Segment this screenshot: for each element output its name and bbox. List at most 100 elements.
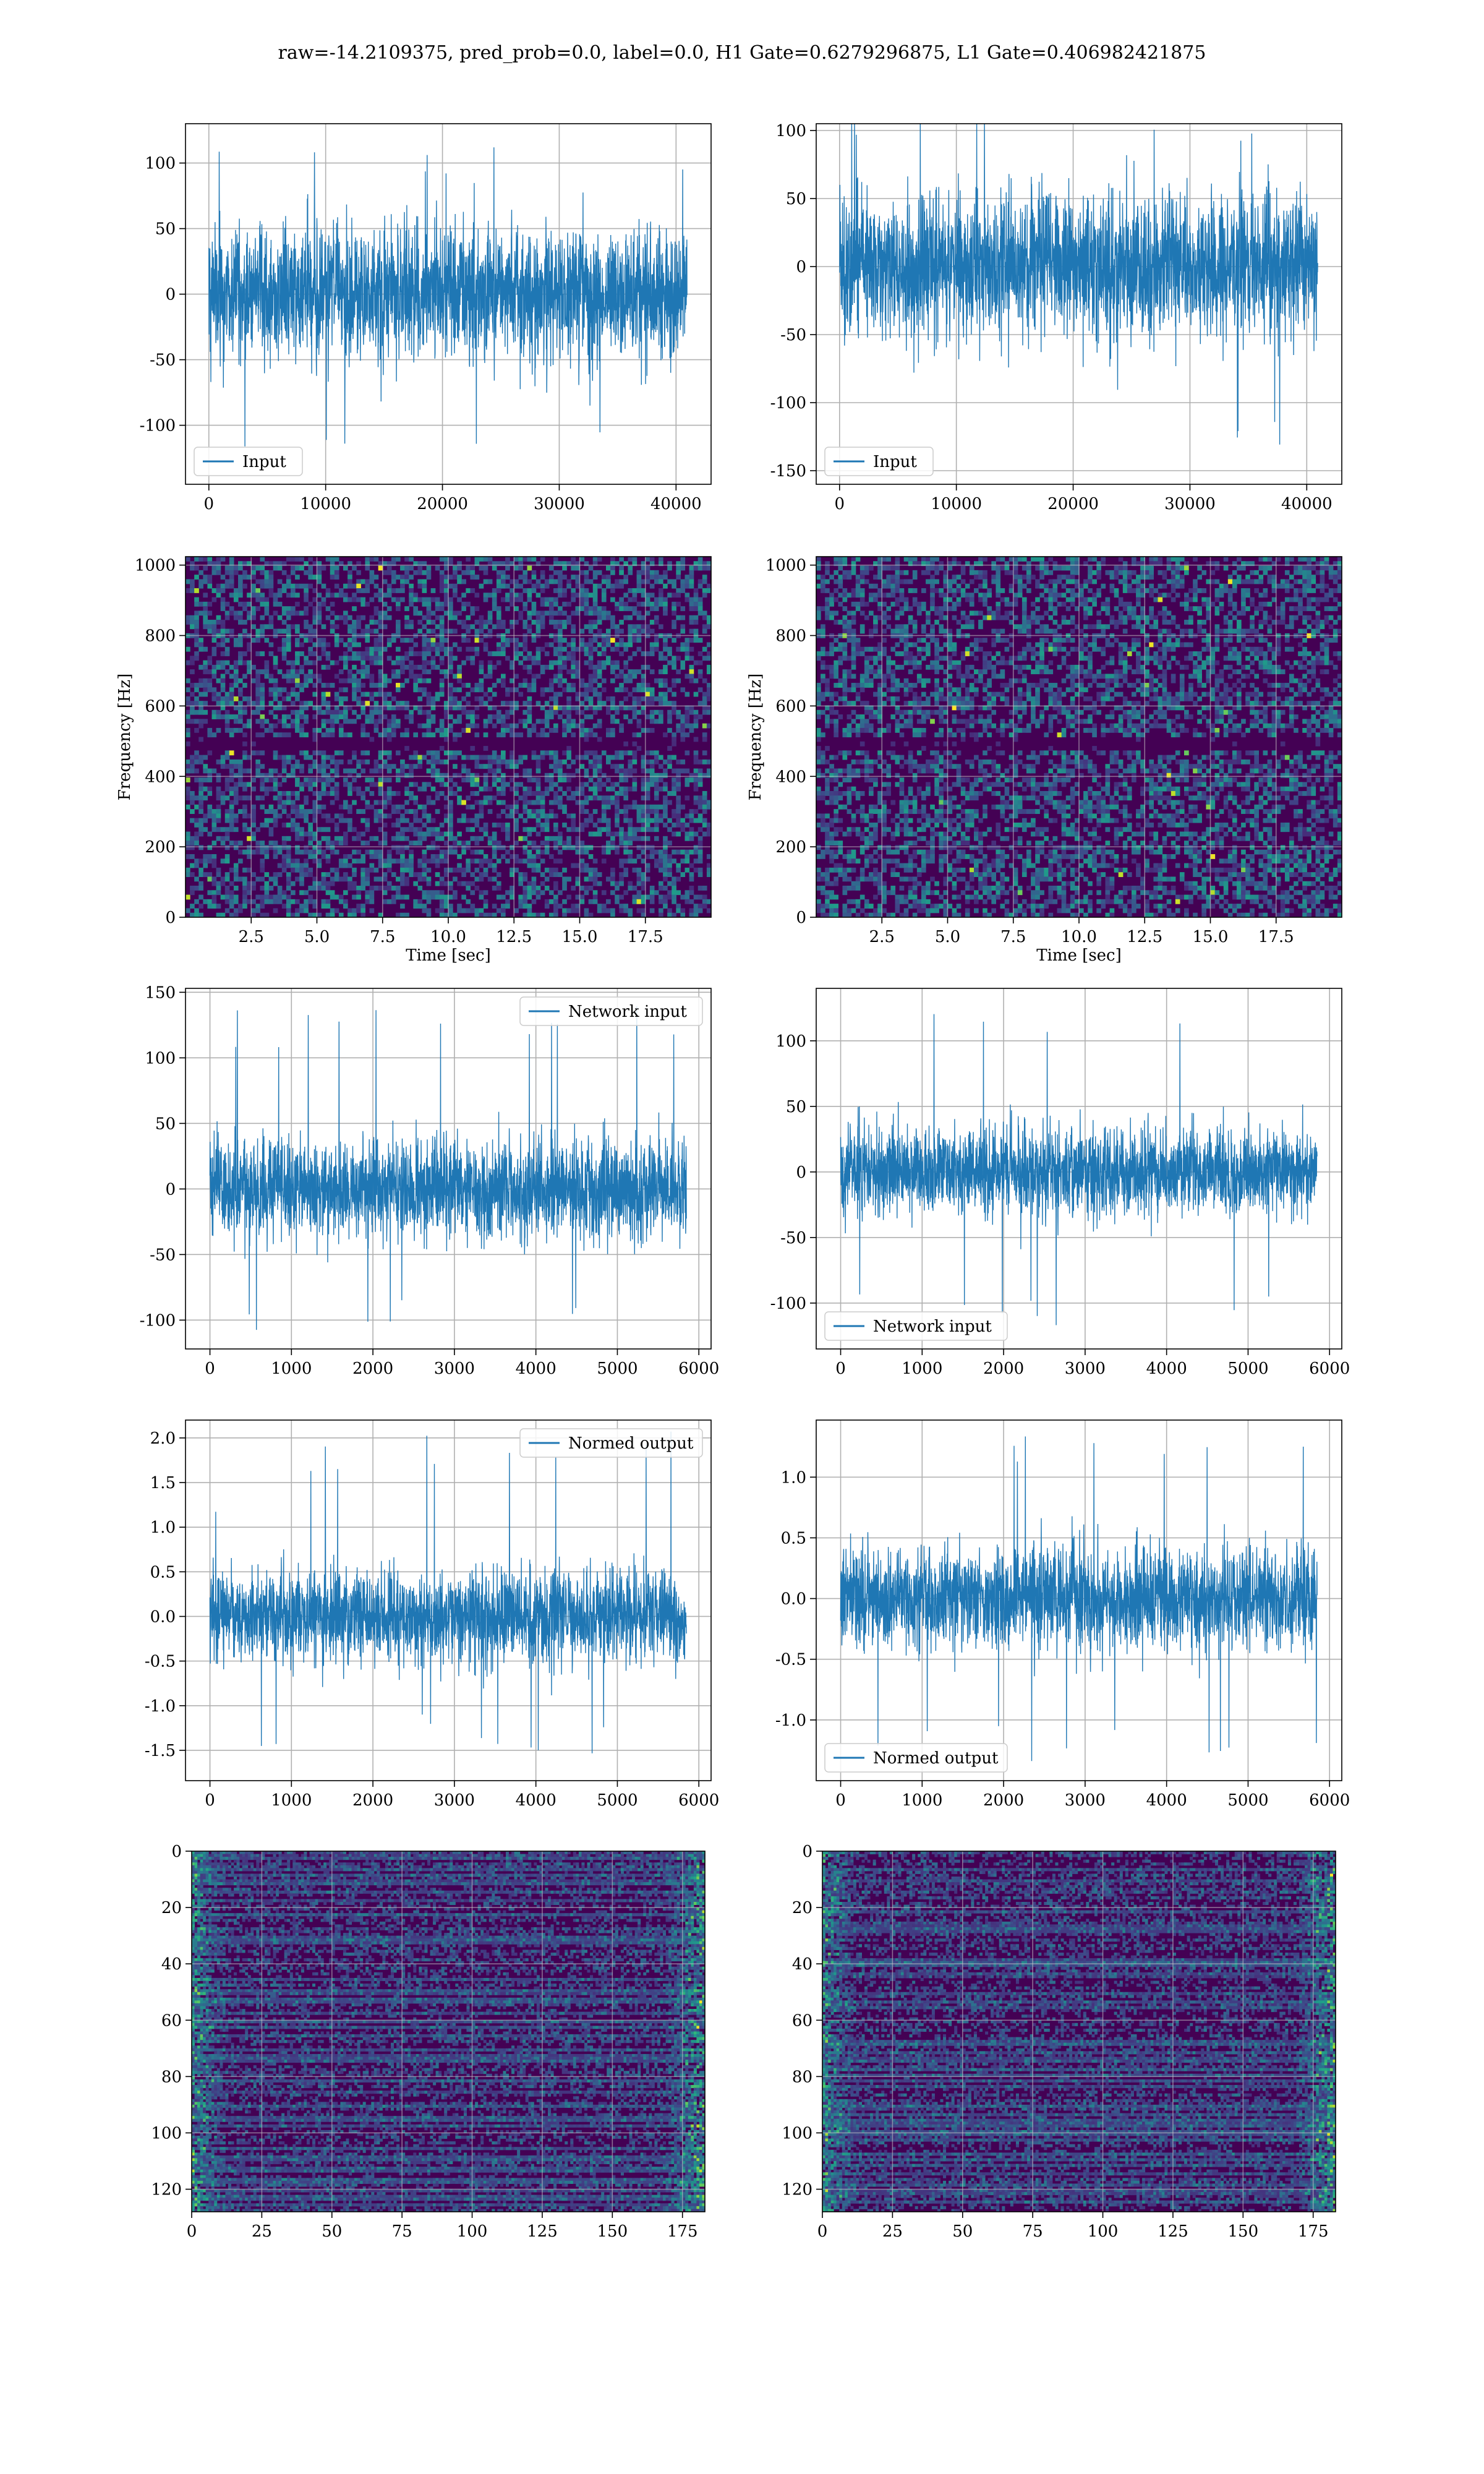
y-tick-label: 0	[796, 1163, 806, 1182]
x-tick-label: 40000	[650, 495, 702, 513]
x-tick-label: 50	[322, 2222, 342, 2241]
x-tick-label: 7.5	[1000, 928, 1026, 946]
x-tick-label: 0	[205, 1359, 215, 1378]
y-tick-label: 0	[165, 1180, 176, 1199]
y-tick-label: 100	[151, 2124, 182, 2142]
y-tick-label: -50	[150, 351, 176, 370]
y-tick-label: -100	[770, 394, 806, 413]
x-tick-label: 3000	[1065, 1791, 1106, 1810]
h1-feature-map-chart: 0 25 50 75 100 125 150 175 0 20 40 60 80 100 120	[151, 1843, 706, 2241]
h1-input-frame	[185, 123, 712, 485]
x-tick-label: 100	[457, 2222, 488, 2241]
x-tick-label: 25	[882, 2222, 903, 2241]
l1-normed-output-chart: 0 1000 2000 3000 4000 5000 6000 -1.0 -0.5 0.0 0.5 1…	[775, 1419, 1350, 1810]
x-tick-label: 6000	[1309, 1791, 1350, 1810]
y-tick-label: 200	[145, 838, 176, 857]
y-tick-label: -50	[150, 1246, 176, 1264]
x-tick-label: 2000	[983, 1791, 1024, 1810]
y-tick-label: -100	[140, 1311, 176, 1330]
h1-normed-output-legend: Normed output	[519, 1428, 703, 1458]
l1-feature-map-frame	[822, 1851, 1336, 2212]
y-tick-label: 50	[786, 1098, 806, 1116]
x-tick-label: 10.0	[430, 928, 466, 946]
x-tick-label: 4000	[516, 1791, 556, 1810]
y-tick-label: 1.0	[781, 1468, 806, 1487]
x-tick-label: 1000	[271, 1359, 312, 1378]
l1-input-frame	[816, 123, 1342, 485]
x-tick-label: 125	[527, 2222, 558, 2241]
x-tick-label: 2.5	[869, 928, 895, 946]
x-tick-label: 7.5	[370, 928, 395, 946]
y-tick-label: 50	[786, 190, 806, 208]
h1-feature-map-frame	[191, 1851, 706, 2212]
l1-spectrogram-grid	[816, 557, 1342, 918]
legend-entry: Input	[873, 453, 917, 471]
x-tick-label: 75	[1023, 2222, 1043, 2241]
x-tick-label: 40000	[1281, 495, 1333, 513]
x-tick-label: 2000	[983, 1359, 1024, 1378]
y-tick-label: 600	[775, 697, 806, 716]
h1-network-input-legend: Network input	[519, 996, 703, 1026]
y-tick-label: 0.0	[150, 1607, 176, 1626]
x-tick-label: 5.0	[304, 928, 330, 946]
y-tick-label: 2.0	[150, 1429, 176, 1448]
y-tick-label: -1.0	[145, 1697, 176, 1716]
y-tick-label: -50	[780, 1229, 806, 1248]
h1-normed-output-chart: 0 1000 2000 3000 4000 5000 6000 -1.5 -1.0 -0.5 0.0…	[145, 1419, 719, 1810]
x-tick-label: 75	[392, 2222, 412, 2241]
y-tick-label: 0.5	[781, 1529, 806, 1547]
h1-normed-output-series-line	[209, 1431, 687, 1753]
l1-network-input-chart: 0 1000 2000 3000 4000 5000 6000 -100 -50 0 50 100 Ne…	[770, 988, 1350, 1378]
x-tick-label: 0	[817, 2222, 828, 2241]
x-tick-label: 150	[1228, 2222, 1259, 2241]
y-tick-label: -0.5	[775, 1651, 806, 1669]
x-tick-label: 0	[835, 1791, 846, 1810]
x-tick-label: 100	[1088, 2222, 1119, 2241]
h1-network-input-chart: 0 1000 2000 3000 4000 5000 6000 -100 -50 0 50 100 15…	[140, 983, 720, 1378]
x-tick-label: 5000	[597, 1791, 638, 1810]
y-axis-label: Frequency [Hz]	[116, 674, 134, 801]
x-tick-label: 6000	[1309, 1359, 1350, 1378]
l1-network-input-series-line	[840, 1014, 1318, 1325]
x-tick-label: 12.5	[496, 928, 532, 946]
y-tick-label: 80	[161, 2068, 182, 2086]
legend-entry: Network input	[568, 1003, 687, 1021]
x-tick-label: 0	[835, 495, 845, 513]
l1-feature-map-heatmap	[822, 1851, 1336, 2212]
y-tick-label: 400	[775, 768, 806, 786]
l1-input-legend: Input	[824, 447, 934, 476]
y-tick-label: 40	[792, 1955, 812, 1974]
y-tick-label: 0	[796, 258, 806, 276]
x-tick-label: 5000	[1227, 1359, 1268, 1378]
x-tick-label: 10.0	[1061, 928, 1097, 946]
x-tick-label: 2000	[352, 1791, 393, 1810]
x-tick-label: 15.0	[1193, 928, 1229, 946]
x-tick-label: 1000	[902, 1791, 942, 1810]
l1-normed-output-legend: Normed output	[824, 1743, 1008, 1773]
y-tick-label: 0.5	[150, 1563, 176, 1582]
x-tick-label: 4000	[1146, 1791, 1187, 1810]
y-tick-label: 0	[165, 286, 176, 304]
y-tick-label: 1000	[135, 557, 176, 575]
x-tick-label: 5.0	[935, 928, 960, 946]
y-tick-label: -100	[770, 1295, 806, 1313]
x-tick-label: 25	[252, 2222, 272, 2241]
x-tick-label: 125	[1158, 2222, 1188, 2241]
l1-normed-output-series-line	[840, 1436, 1318, 1761]
h1-network-input-frame	[185, 988, 712, 1350]
y-tick-label: 80	[792, 2068, 812, 2086]
x-tick-label: 10000	[300, 495, 351, 513]
x-tick-label: 2000	[352, 1359, 393, 1378]
l1-network-input-frame	[816, 988, 1342, 1350]
y-tick-label: -1.0	[775, 1711, 806, 1730]
y-tick-label: 100	[782, 2124, 812, 2142]
legend-entry: Input	[242, 453, 286, 471]
y-tick-label: 100	[775, 1032, 806, 1051]
x-tick-label: 5000	[597, 1359, 638, 1378]
y-tick-label: 1.0	[150, 1518, 176, 1537]
x-tick-label: 3000	[434, 1359, 475, 1378]
y-tick-label: 1000	[765, 557, 806, 575]
x-tick-label: 6000	[678, 1359, 719, 1378]
x-tick-label: 20000	[1047, 495, 1099, 513]
figure-title: raw=-14.2109375, pred_prob=0.0, label=0.…	[0, 42, 1484, 64]
